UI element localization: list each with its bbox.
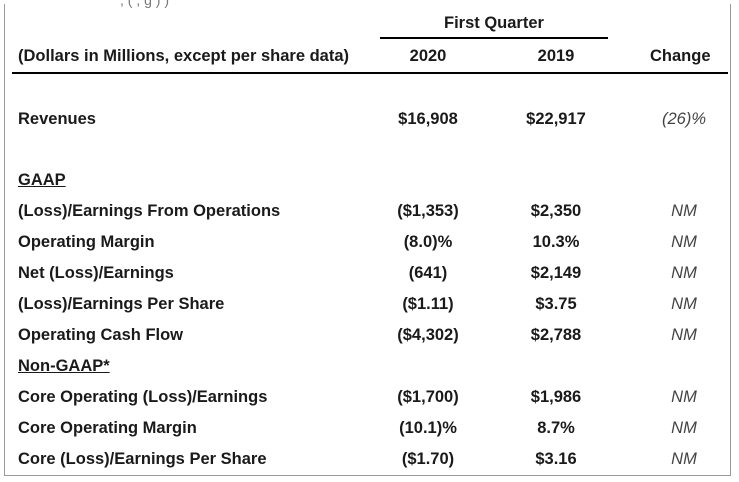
non-gaap-row-change: NM — [671, 419, 697, 437]
first-quarter-heading: First Quarter — [444, 14, 544, 32]
non-gaap-row-label: Core Operating Margin — [18, 419, 197, 437]
gaap-row-change: NM — [671, 326, 697, 344]
non-gaap-row-2019: $1,986 — [530, 388, 582, 406]
gaap-row-2020: (641) — [408, 264, 448, 282]
gaap-row-2019: $2,788 — [530, 326, 582, 344]
gaap-row-2020: ($1,353) — [397, 202, 459, 220]
revenues-2020: $16,908 — [398, 110, 458, 128]
gaap-row-2019: $2,149 — [530, 264, 582, 282]
col-header-change: Change — [650, 47, 711, 65]
non-gaap-row-2019: $3.16 — [535, 450, 577, 468]
units-label: (Dollars in Millions, except per share d… — [18, 47, 350, 65]
non-gaap-row-2020: ($1,700) — [397, 388, 459, 406]
revenues-change: (26)% — [661, 110, 706, 128]
header-bottom-rule — [12, 72, 728, 74]
gaap-row-2020: ($4,302) — [397, 326, 459, 344]
gaap-row-label: (Loss)/Earnings Per Share — [18, 295, 225, 313]
gaap-row-change: NM — [671, 295, 697, 313]
gaap-row-2019: 10.3% — [532, 233, 580, 251]
non-gaap-row-2020: (10.1)% — [399, 419, 457, 437]
gaap-row-change: NM — [671, 233, 697, 251]
revenues-2019: $22,917 — [526, 110, 586, 128]
gaap-row-2019: $3.75 — [535, 295, 577, 313]
gaap-row-2020: (8.0)% — [403, 233, 453, 251]
gaap-row-label: Operating Cash Flow — [18, 326, 184, 344]
gaap-row-label: Net (Loss)/Earnings — [18, 264, 174, 282]
gaap-row-label: Operating Margin — [18, 233, 155, 251]
non-gaap-row-2020: ($1.70) — [401, 450, 455, 468]
non-gaap-row-2019: 8.7% — [537, 419, 575, 437]
gaap-row-2020: ($1.11) — [402, 295, 454, 313]
table-frame — [4, 4, 731, 476]
gaap-row-label: (Loss)/Earnings From Operations — [18, 202, 281, 220]
header-rule — [380, 37, 608, 39]
col-header-2020: 2020 — [409, 47, 447, 65]
clipped-header-text: , ( , g ) ) — [120, 0, 169, 8]
non-gaap-row-change: NM — [671, 450, 697, 468]
non-gaap-row-change: NM — [671, 388, 697, 406]
gaap-row-change: NM — [671, 264, 697, 282]
non-gaap-heading: Non-GAAP* — [18, 357, 110, 375]
non-gaap-row-label: Core Operating (Loss)/Earnings — [18, 388, 268, 406]
gaap-row-2019: $2,350 — [530, 202, 582, 220]
col-header-2019: 2019 — [537, 47, 575, 65]
revenues-label: Revenues — [18, 110, 96, 128]
gaap-heading: GAAP — [18, 171, 66, 189]
non-gaap-row-label: Core (Loss)/Earnings Per Share — [18, 450, 267, 468]
gaap-row-change: NM — [671, 202, 697, 220]
